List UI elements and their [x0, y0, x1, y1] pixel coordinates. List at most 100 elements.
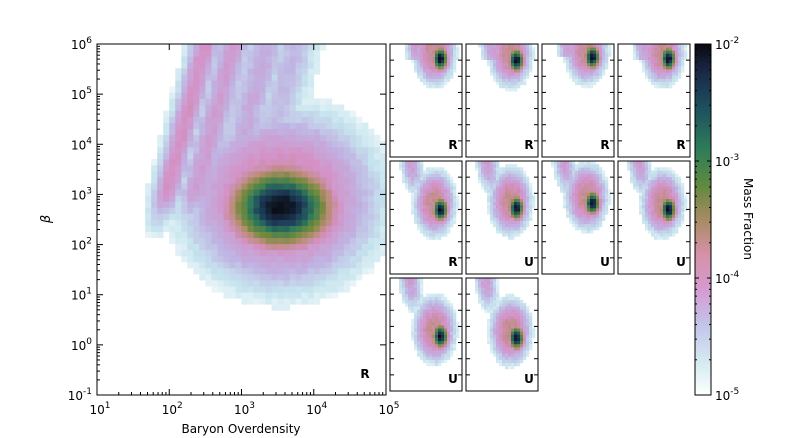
main-heatmap-cell: [265, 237, 272, 245]
small-panel-cell: [520, 192, 524, 196]
small-panel-cell: [511, 328, 515, 332]
main-heatmap-cell: [157, 134, 164, 142]
small-panel-cell: [520, 315, 524, 320]
small-panel-cell: [560, 182, 564, 187]
main-heatmap-cell: [211, 86, 218, 93]
small-panel-cell: [502, 331, 506, 335]
small-panel-cell: [438, 296, 442, 301]
small-panel-cell: [435, 65, 439, 70]
small-panel-cell: [423, 173, 427, 177]
small-panel-cell: [590, 56, 594, 60]
small-panel-cell: [578, 226, 582, 231]
main-heatmap-cell: [247, 44, 254, 51]
small-panel-cell: [441, 189, 445, 193]
small-panel-cell: [493, 343, 497, 348]
main-heatmap-cell: [157, 219, 164, 226]
small-panel-cell: [484, 56, 488, 60]
main-heatmap-cell: [181, 56, 188, 63]
main-heatmap-cell: [337, 183, 345, 190]
main-heatmap-cell: [223, 122, 230, 130]
small-panel-cell: [441, 53, 445, 57]
small-panel-cell: [508, 331, 512, 335]
small-panel-cell: [429, 230, 433, 234]
small-panel-cell: [584, 192, 588, 196]
small-panel-cell: [487, 186, 491, 190]
small-panel-cell: [666, 62, 670, 67]
main-heatmap-cell: [259, 177, 266, 184]
small-panel-cell: [605, 44, 609, 48]
main-heatmap-cell: [223, 249, 230, 257]
main-heatmap-cell: [361, 165, 369, 172]
small-panel-cell: [447, 179, 451, 184]
main-heatmap-cell: [295, 213, 303, 220]
small-panel-cell: [444, 56, 448, 60]
main-heatmap-cell: [313, 158, 321, 166]
small-panel-cell: [417, 325, 421, 329]
small-panel-cell: [596, 47, 600, 51]
main-heatmap-cell: [169, 146, 176, 154]
small-panel-cell: [681, 204, 685, 209]
main-heatmap-cell: [271, 146, 279, 154]
small-panel-cell: [426, 331, 430, 335]
small-panel-cell: [420, 170, 424, 174]
small-panel-cell: [517, 78, 521, 82]
small-panel-cell: [456, 208, 460, 212]
main-heatmap-cell: [313, 292, 321, 299]
small-panel-cell: [648, 211, 652, 215]
main-heatmap-cell: [343, 201, 351, 208]
small-panel-cell: [420, 223, 424, 228]
main-heatmap-cell: [289, 261, 297, 269]
main-heatmap-cell: [265, 207, 272, 214]
small-panel-cell: [642, 56, 646, 60]
main-heatmap-cell: [211, 92, 218, 99]
main-heatmap-cell: [337, 231, 345, 239]
main-heatmap-cell: [259, 92, 266, 99]
small-panel-cell: [502, 312, 506, 316]
small-panel-cell: [520, 65, 524, 70]
small-panel-cell: [648, 50, 652, 54]
small-panel-cell: [423, 198, 427, 203]
small-panel-cell: [523, 321, 527, 326]
small-panel-cell: [672, 65, 676, 70]
small-panel-cell: [511, 204, 515, 209]
small-panel-cell: [529, 189, 533, 193]
small-panel-cell: [511, 186, 515, 190]
main-heatmap-cell: [331, 273, 339, 281]
small-panel-cell: [417, 208, 421, 212]
main-heatmap-cell: [367, 128, 375, 136]
small-panel-cell: [514, 72, 518, 76]
main-heatmap-cell: [229, 74, 236, 81]
small-panel-cell: [426, 340, 430, 345]
small-panel-cell: [672, 56, 676, 60]
small-panel-cell: [587, 220, 591, 225]
small-panel-cell: [499, 208, 503, 212]
small-panel-cell: [453, 192, 457, 196]
main-heatmap-cell: [217, 280, 224, 287]
small-panel-cell: [654, 75, 658, 79]
small-panel-cell: [438, 201, 442, 206]
small-panel-cell: [520, 167, 524, 171]
small-panel-cell: [429, 359, 433, 364]
small-panel-cell: [569, 192, 573, 196]
small-panel-cell: [608, 47, 612, 51]
main-heatmap-cell: [241, 158, 248, 166]
small-panel-cell: [584, 44, 588, 48]
main-heatmap-cell: [361, 128, 369, 136]
small-panel-cell: [450, 50, 454, 54]
small-panel-cell: [502, 47, 506, 51]
small-panel-cell: [663, 44, 667, 48]
main-heatmap-cell: [199, 171, 206, 178]
small-panel-cell: [569, 56, 573, 60]
small-panel-cell: [517, 65, 521, 70]
main-heatmap-cell: [211, 213, 218, 220]
small-panel-cell: [444, 204, 448, 209]
small-panel-cell: [441, 325, 445, 329]
small-panel-cell: [645, 164, 649, 168]
small-panel-cell: [493, 50, 497, 54]
small-panel-label: R: [676, 138, 685, 152]
small-panel-cell: [520, 350, 524, 354]
small-panel-cell: [520, 176, 524, 181]
small-panel-cell: [493, 198, 497, 203]
small-panel-cell: [584, 211, 588, 215]
main-heatmap-cell: [355, 267, 363, 275]
